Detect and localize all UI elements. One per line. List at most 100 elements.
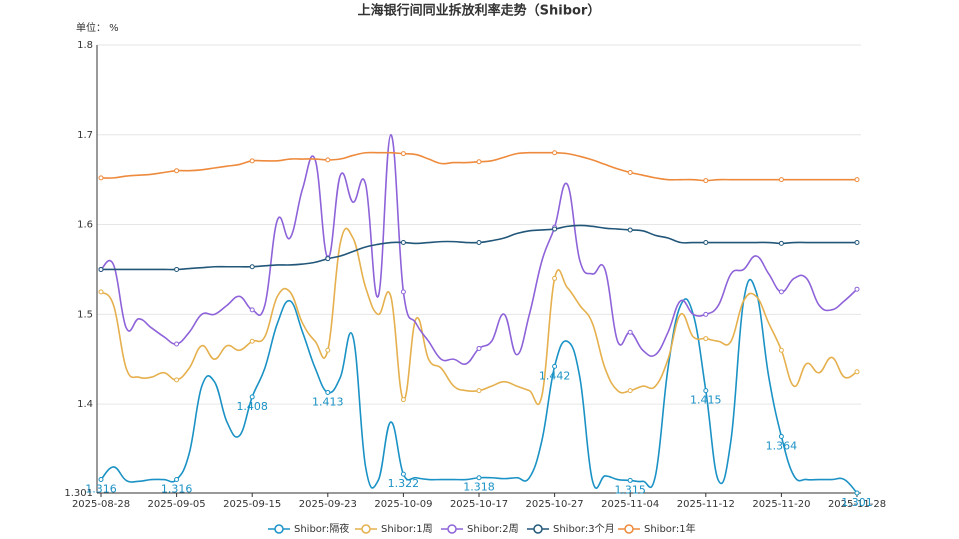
data-label: 1.315 xyxy=(614,483,646,496)
point-marker xyxy=(703,336,709,342)
x-tick-label: 2025-11-28 xyxy=(828,499,886,510)
legend-item: Shibor:1年 xyxy=(618,522,696,535)
legend-label: Shibor:3个月 xyxy=(553,523,615,535)
point-marker xyxy=(552,363,558,369)
point-marker xyxy=(476,475,482,481)
legend-item: Shibor:隔夜 xyxy=(268,522,349,535)
legend-item: Shibor:2周 xyxy=(441,523,519,535)
data-label: 1.322 xyxy=(388,477,420,490)
line-series xyxy=(100,227,858,405)
point-marker xyxy=(400,471,406,477)
point-marker xyxy=(552,150,558,156)
legend-label: Shibor:隔夜 xyxy=(294,522,349,535)
x-tick-label: 2025-11-12 xyxy=(677,499,735,510)
point-marker xyxy=(98,289,104,295)
point-marker xyxy=(627,329,633,335)
line-series xyxy=(100,278,858,494)
x-tick-label: 2025-11-04 xyxy=(601,499,659,510)
point-marker xyxy=(476,388,482,394)
legend-marker xyxy=(533,524,543,534)
point-marker xyxy=(98,175,104,181)
point-marker xyxy=(627,227,633,233)
legend-item: Shibor:3个月 xyxy=(527,523,615,535)
point-marker xyxy=(552,226,558,232)
data-label: 1.301 xyxy=(841,496,873,509)
point-marker xyxy=(325,389,331,395)
legend-item: Shibor:1周 xyxy=(355,523,433,535)
x-tick-label: 2025-08-28 xyxy=(72,499,130,510)
y-tick-label: 1.8 xyxy=(77,40,93,51)
point-marker xyxy=(249,394,255,400)
point-marker xyxy=(627,477,633,483)
point-marker xyxy=(476,345,482,351)
legend-marker xyxy=(624,524,634,534)
point-marker xyxy=(174,341,180,347)
point-marker xyxy=(854,369,860,375)
point-marker xyxy=(703,240,709,246)
x-tick-label: 2025-11-20 xyxy=(752,499,810,510)
point-marker xyxy=(778,347,784,353)
point-marker xyxy=(400,240,406,246)
point-marker xyxy=(476,240,482,246)
point-marker xyxy=(854,286,860,292)
point-marker xyxy=(627,388,633,394)
point-marker xyxy=(476,159,482,165)
point-marker xyxy=(174,477,180,483)
point-marker xyxy=(98,266,104,272)
data-label: 1.415 xyxy=(690,394,722,407)
data-label: 1.364 xyxy=(766,439,798,452)
point-marker xyxy=(400,151,406,157)
point-marker xyxy=(174,377,180,383)
legend-label: Shibor:1周 xyxy=(381,523,433,535)
point-marker xyxy=(174,266,180,272)
point-marker xyxy=(854,490,860,496)
point-marker xyxy=(400,397,406,403)
y-tick-label: 1.5 xyxy=(77,309,93,320)
line-series xyxy=(100,151,857,182)
point-marker xyxy=(325,347,331,353)
y-tick-label: 1.6 xyxy=(77,220,93,231)
point-marker xyxy=(552,275,558,281)
legend-marker xyxy=(447,524,457,534)
data-label: 1.316 xyxy=(85,483,117,496)
point-marker xyxy=(778,289,784,295)
line-series xyxy=(100,133,858,365)
point-marker xyxy=(174,168,180,174)
legend-marker xyxy=(361,524,371,534)
data-label: 1.442 xyxy=(539,369,571,382)
x-tick-label: 2025-09-15 xyxy=(223,499,281,510)
point-marker xyxy=(778,177,784,183)
point-marker xyxy=(778,433,784,439)
legend-label: Shibor:1年 xyxy=(644,522,696,535)
data-label: 1.318 xyxy=(463,481,495,494)
x-tick-label: 2025-09-23 xyxy=(299,499,357,510)
x-tick-label: 2025-09-05 xyxy=(148,499,206,510)
point-marker xyxy=(854,177,860,183)
chart-title: 上海银行间同业拆放利率走势（Shibor） xyxy=(358,3,601,19)
point-marker xyxy=(703,388,709,394)
legend-label: Shibor:2周 xyxy=(467,523,519,535)
point-marker xyxy=(703,311,709,317)
unit-label: 单位： % xyxy=(76,21,119,34)
point-marker xyxy=(400,289,406,295)
point-marker xyxy=(325,256,331,262)
point-marker xyxy=(249,158,255,164)
point-marker xyxy=(249,338,255,344)
point-marker xyxy=(249,307,255,313)
point-marker xyxy=(627,169,633,175)
point-marker xyxy=(249,264,255,270)
y-tick-label: 1.4 xyxy=(77,399,93,410)
y-tick-label: 1.7 xyxy=(77,130,93,141)
x-tick-label: 2025-10-09 xyxy=(374,499,432,510)
point-marker xyxy=(325,157,331,163)
x-tick-label: 2025-10-27 xyxy=(526,499,584,510)
line-series xyxy=(101,224,857,271)
legend-marker xyxy=(274,524,284,534)
point-marker xyxy=(854,240,860,246)
data-label: 1.413 xyxy=(312,395,344,408)
point-marker xyxy=(703,178,709,184)
x-tick-label: 2025-10-17 xyxy=(450,499,508,510)
point-marker xyxy=(98,477,104,483)
y-tick-label: 1.301 xyxy=(64,488,93,499)
